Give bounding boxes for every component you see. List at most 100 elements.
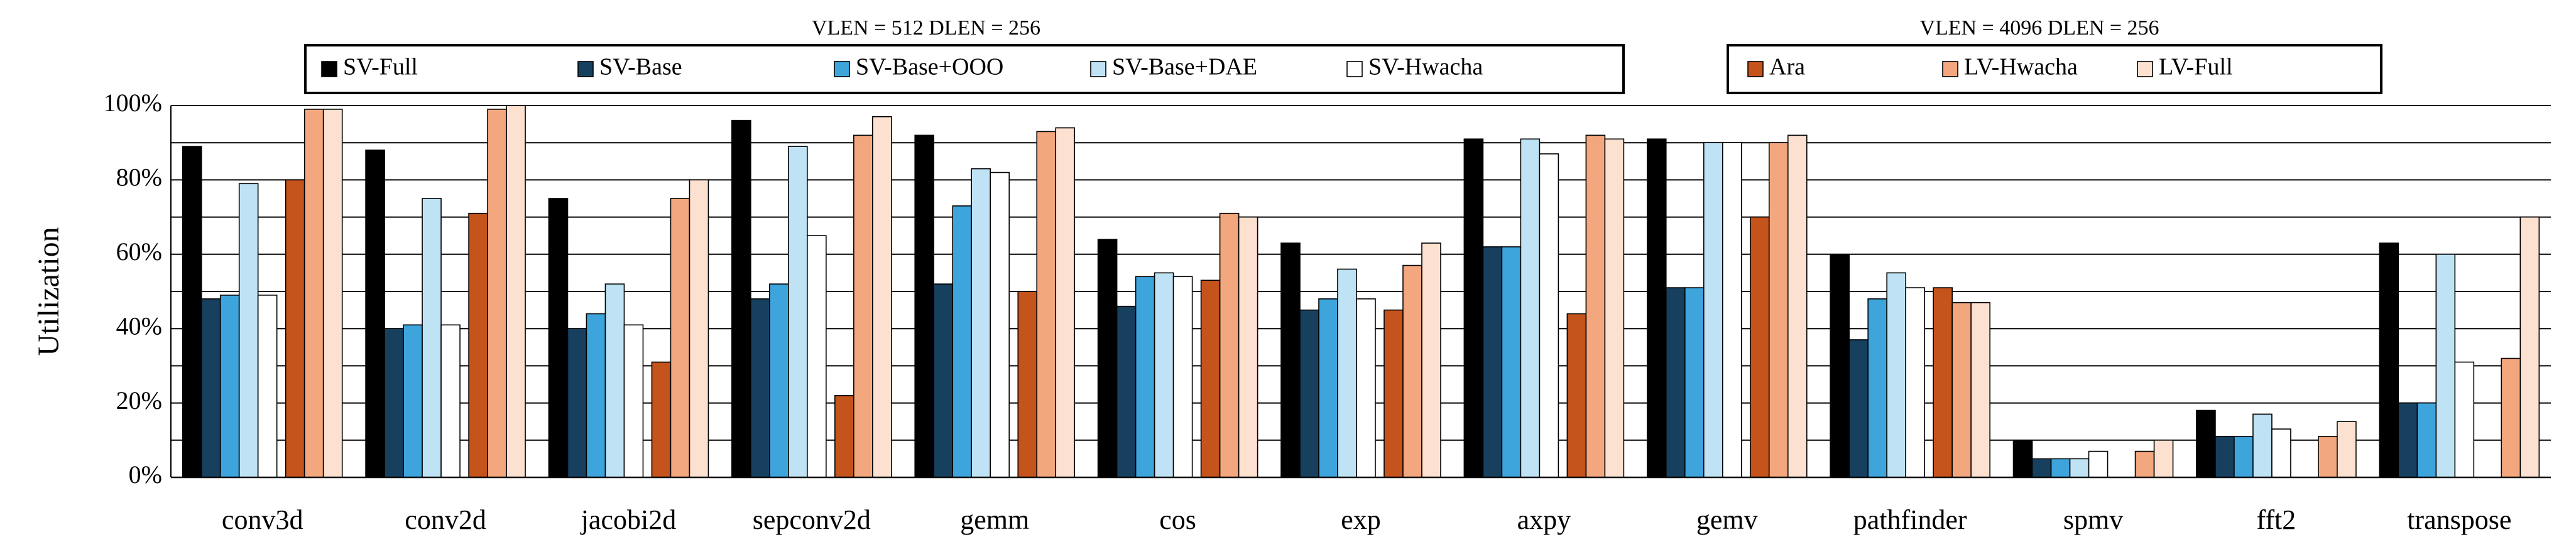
legend-swatch <box>577 61 594 77</box>
bar <box>440 324 461 478</box>
bar <box>1665 287 1686 478</box>
bar <box>651 361 672 478</box>
bar <box>1933 287 1953 478</box>
bar <box>2069 458 2090 478</box>
bar <box>2379 242 2399 478</box>
bar <box>1848 339 1869 478</box>
x-category-label: conv2d <box>405 504 486 535</box>
bar <box>1768 142 1789 478</box>
bar <box>1017 291 1038 478</box>
bar <box>1135 276 1155 478</box>
bar <box>731 119 751 478</box>
bar <box>2519 216 2540 478</box>
bar <box>303 109 324 478</box>
bar <box>2196 410 2216 478</box>
bar <box>1585 134 1606 478</box>
legend-swatch <box>1942 61 1958 77</box>
bar <box>586 313 606 478</box>
axes <box>170 106 2551 479</box>
bar <box>971 168 991 478</box>
bar <box>2153 439 2174 478</box>
bar <box>182 146 202 478</box>
bar <box>2416 402 2437 478</box>
bar <box>1749 216 1770 478</box>
bar <box>2088 450 2109 478</box>
bar <box>788 146 808 478</box>
legend-label: SV-Base+DAE <box>1112 54 1257 80</box>
bar <box>548 198 569 478</box>
x-category-label: transpose <box>2407 504 2511 535</box>
bars <box>182 105 2540 478</box>
legend-group-2-items: Ara LV-Hwacha LV-Full <box>1747 54 2233 80</box>
legend-label: SV-Base+OOO <box>856 54 1003 80</box>
bar <box>2398 402 2418 478</box>
y-tick-label: 60% <box>116 237 162 266</box>
bar <box>1463 138 1484 478</box>
bar <box>1200 280 1221 478</box>
bar <box>468 212 488 478</box>
y-axis-label: Utilization <box>32 227 65 356</box>
bar <box>1722 142 1742 478</box>
bar <box>1830 253 1850 478</box>
bar <box>1886 272 1906 478</box>
bar <box>2435 253 2456 478</box>
legend-group-1-title: VLEN = 512 DLEN = 256 <box>812 16 1040 40</box>
x-category-label: fft2 <box>2257 504 2296 535</box>
bar <box>914 134 935 478</box>
bar <box>2318 436 2338 478</box>
bar <box>1116 305 1137 478</box>
bar <box>1280 242 1301 478</box>
bar <box>567 328 587 478</box>
legend-swatch <box>1747 61 1764 77</box>
bar <box>200 298 221 478</box>
bar <box>1036 131 1057 478</box>
x-category-label: pathfinder <box>1853 504 1967 535</box>
bar <box>1703 142 1723 478</box>
bar <box>2252 413 2273 478</box>
bar <box>689 179 709 478</box>
bar <box>1566 313 1587 478</box>
x-category-label: conv3d <box>222 504 303 535</box>
bar <box>2337 421 2357 478</box>
x-category-label: spmv <box>2063 504 2123 535</box>
bar <box>952 205 973 478</box>
bar <box>219 295 240 478</box>
bar <box>990 171 1010 478</box>
bar <box>1646 138 1667 478</box>
bar <box>834 394 854 478</box>
bar <box>623 324 644 478</box>
bar <box>1905 287 1925 478</box>
bar <box>1402 264 1422 478</box>
bar <box>384 328 404 478</box>
bar <box>2134 450 2155 478</box>
bar <box>853 134 873 478</box>
bar <box>1604 138 1625 478</box>
legend-swatch <box>321 61 337 77</box>
bar <box>1787 134 1808 478</box>
bar <box>2031 458 2052 478</box>
bar <box>1055 127 1076 478</box>
bar <box>604 283 625 478</box>
legend-swatch <box>2137 61 2153 77</box>
x-category-label: gemv <box>1696 504 1758 535</box>
y-tick-label: 80% <box>116 163 162 192</box>
bar <box>750 298 770 478</box>
legend-swatch <box>1346 61 1363 77</box>
bar <box>2454 361 2475 478</box>
bar <box>872 116 892 478</box>
legend-label: SV-Full <box>343 54 418 80</box>
bar <box>807 235 827 478</box>
bar <box>403 324 423 478</box>
x-category-label: gemm <box>960 504 1029 535</box>
bar <box>2501 357 2521 478</box>
bar <box>1299 309 1319 478</box>
bar <box>1539 153 1559 478</box>
bar <box>1951 301 1972 478</box>
x-category-labels: conv3d conv2d jacobi2d sepconv2d gemm cos exp a… <box>222 504 2511 535</box>
bar <box>1356 298 1376 478</box>
bar <box>1867 298 1887 478</box>
bar <box>2012 439 2033 478</box>
y-tick-label: 20% <box>116 386 162 415</box>
x-category-label: sepconv2d <box>753 504 871 535</box>
